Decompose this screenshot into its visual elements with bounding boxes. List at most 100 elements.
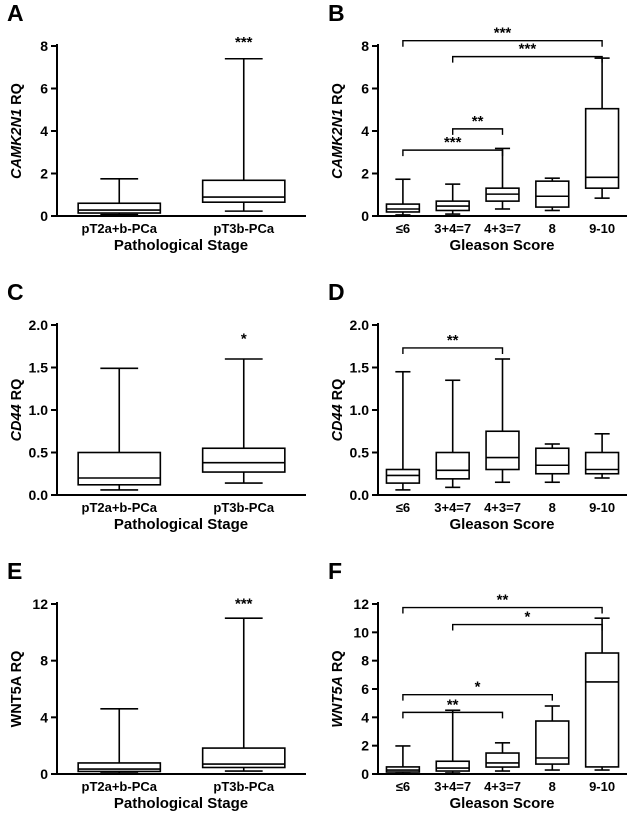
significance-bracket: [402, 693, 553, 701]
boxplot-canvas: 0 2 4 6 8 pT2a+b-PCa pT3b-PCa ***: [40, 34, 306, 236]
y-tick-label: 1.0: [29, 402, 49, 418]
significance-stars: **: [447, 696, 459, 713]
significance-stars: *: [524, 609, 530, 626]
y-tick-label: 12: [32, 596, 48, 612]
iqr-box: [385, 468, 421, 484]
y-tick-label: 8: [40, 38, 48, 54]
x-category-label: 4+3=7: [484, 221, 521, 236]
significance-bracket: [402, 39, 603, 47]
iqr-box: [201, 747, 286, 769]
y-tick-label: 4: [361, 123, 369, 139]
y-tick-label: 6: [361, 81, 369, 97]
x-category-label: 8: [549, 779, 556, 794]
iqr-box: [584, 451, 620, 475]
x-axis-label: Gleason Score: [449, 516, 555, 533]
x-category-label: 4+3=7: [484, 500, 521, 515]
iqr-box: [77, 762, 162, 773]
iqr-box: [535, 720, 570, 765]
x-axis-label: Gleason Score: [449, 795, 555, 812]
x-category-label: pT3b-PCa: [213, 221, 274, 236]
significance-stars: ***: [235, 595, 253, 612]
y-tick-label: 6: [361, 681, 369, 697]
y-tick-label: 0.5: [350, 445, 370, 461]
panel-C: C CD44 RQ 0.0 0.5 1.0 1.5 2.0 pT2a+b-PCa pT3b-…: [0, 279, 321, 558]
y-tick-label: 12: [353, 596, 369, 612]
y-tick-label: 0: [40, 766, 48, 782]
y-tick-label: 10: [353, 624, 369, 640]
panel-letter: E: [7, 558, 23, 584]
significance-stars: ***: [235, 34, 253, 51]
significance-stars: *: [475, 679, 481, 696]
significance-stars: ***: [444, 134, 462, 151]
significance-bracket: [402, 606, 603, 614]
y-tick-label: 8: [361, 38, 369, 54]
x-category-label: pT2a+b-PCa: [82, 500, 158, 515]
significance-bracket: [402, 347, 504, 354]
iqr-box: [535, 447, 570, 475]
iqr-box: [485, 752, 520, 768]
iqr-box: [201, 447, 286, 473]
y-tick-label: 2: [361, 738, 369, 754]
significance-stars: ***: [519, 41, 537, 58]
panel-letter: F: [328, 558, 343, 584]
y-tick-label: 0.5: [29, 445, 49, 461]
iqr-box: [77, 202, 162, 214]
y-tick-label: 4: [361, 709, 369, 725]
significance-bracket: [452, 623, 603, 631]
boxplot-canvas: 0.0 0.5 1.0 1.5 2.0 pT2a+b-PCa pT3b-PCa *: [29, 317, 306, 515]
x-category-label: 4+3=7: [484, 779, 521, 794]
x-axis-label: Pathological Stage: [113, 795, 249, 812]
y-tick-label: 0: [361, 208, 369, 224]
x-category-label: ≤6: [396, 779, 410, 794]
x-category-label: 9-10: [589, 500, 615, 515]
y-tick-label: 4: [40, 709, 48, 725]
panel-letter: D: [328, 279, 345, 305]
y-tick-label: 2.0: [29, 317, 49, 333]
iqr-box: [435, 760, 470, 772]
x-category-label: 9-10: [589, 221, 615, 236]
x-category-label: pT3b-PCa: [213, 779, 274, 794]
panel-F: F WNT5A RQ 0 2 4 6 8 10 12 ≤6 3+4=7 4+3=7 8 9-10 ** *…: [321, 558, 643, 838]
y-tick-label: 0.0: [350, 487, 370, 503]
x-axis-label: Gleason Score: [449, 237, 555, 254]
panel-letter: B: [328, 0, 345, 26]
iqr-box: [201, 179, 286, 203]
x-category-label: 8: [549, 221, 556, 236]
y-tick-label: 2: [40, 166, 48, 182]
y-tick-label: 8: [361, 653, 369, 669]
panel-D: D CD44 RQ 0.0 0.5 1.0 1.5 2.0 ≤6 3+4=7 4+3=7 8 9-…: [321, 279, 643, 558]
x-category-label: 8: [549, 500, 556, 515]
y-tick-label: 1.5: [350, 360, 370, 376]
panel-letter: A: [7, 0, 24, 26]
x-category-label: 9-10: [589, 779, 615, 794]
y-tick-label: 1.5: [29, 360, 49, 376]
x-category-label: ≤6: [396, 221, 410, 236]
x-category-label: pT3b-PCa: [213, 500, 274, 515]
panel-letter: C: [7, 279, 24, 305]
y-tick-label: 0: [361, 766, 369, 782]
x-axis-label: Pathological Stage: [113, 516, 249, 533]
x-category-label: pT2a+b-PCa: [82, 779, 158, 794]
significance-stars: **: [497, 592, 509, 609]
x-category-label: pT2a+b-PCa: [82, 221, 158, 236]
panel-A: A CAMK2N1 RQ 0 2 4 6 8 pT2a+b-PCa pT3b-PCa *** …: [0, 0, 321, 279]
y-tick-label: 0.0: [29, 487, 49, 503]
panel-E: E WNT5A RQ 0 4 8 12 pT2a+b-PCa pT3b-PCa *** Pa…: [0, 558, 321, 838]
iqr-box: [77, 451, 162, 486]
panel-B: B CAMK2N1 RQ 0 2 4 6 8 ≤6 3+4=7 4+3=7 8 9-10 *** **…: [321, 0, 643, 279]
boxplot-canvas: 0 4 8 12 pT2a+b-PCa pT3b-PCa ***: [32, 595, 306, 794]
significance-stars: ***: [494, 25, 512, 42]
y-tick-label: 2.0: [350, 317, 370, 333]
iqr-box: [535, 180, 570, 208]
y-tick-label: 1.0: [350, 402, 370, 418]
y-tick-label: 6: [40, 81, 48, 97]
x-category-label: 3+4=7: [434, 500, 471, 515]
iqr-box: [584, 652, 620, 768]
iqr-box: [584, 107, 620, 189]
significance-bracket: [452, 55, 603, 63]
x-category-label: 3+4=7: [434, 779, 471, 794]
x-category-label: ≤6: [396, 500, 410, 515]
